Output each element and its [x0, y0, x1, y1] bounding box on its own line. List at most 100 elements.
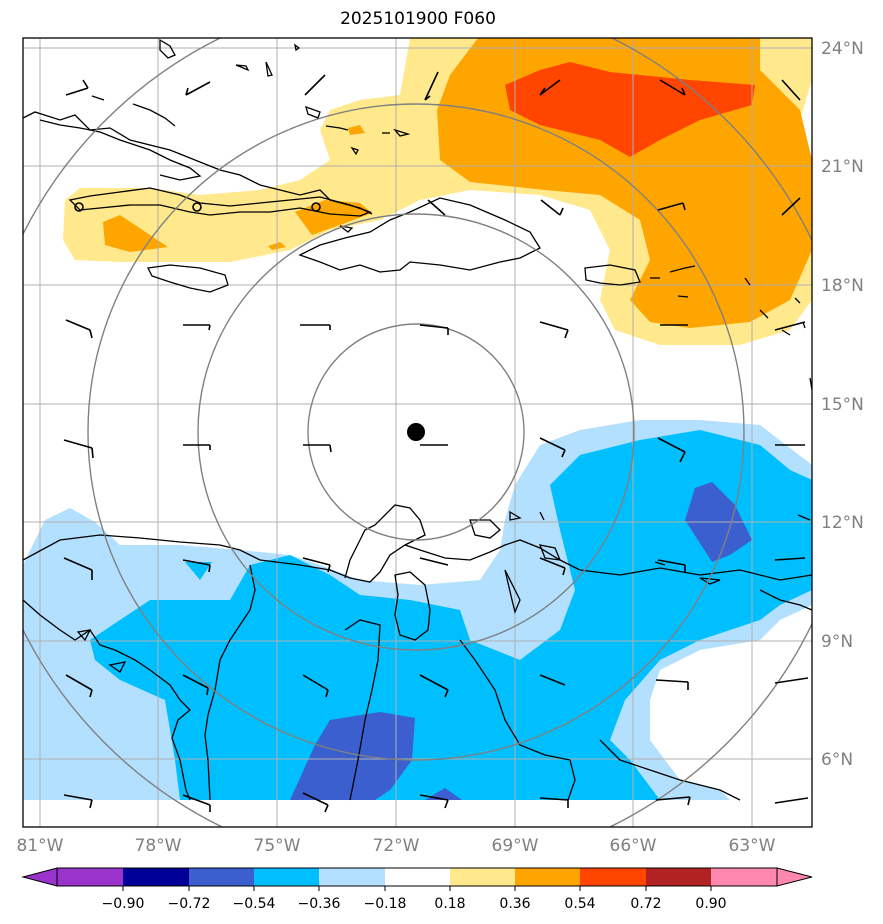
wind-barb: [183, 444, 211, 450]
contour-0.36-0.54: [295, 200, 372, 235]
colorbar-segment: [711, 868, 777, 886]
wind-barb: [427, 199, 446, 216]
lat-label: 9°N: [821, 632, 853, 652]
colorbar-frame: [56, 867, 778, 887]
colorbar-tick-label: −0.90: [102, 896, 145, 912]
wind-barb: [419, 794, 449, 809]
colorbar-segment: [189, 868, 254, 886]
map-title: 2025101900 F060: [340, 9, 496, 29]
wind-barb: [63, 439, 94, 459]
contour-0.54-0.72: [505, 62, 755, 157]
wind-barb: [781, 197, 801, 216]
latitude-labels: 24°N 21°N 18°N 15°N 12°N 9°N 6°N: [821, 39, 864, 770]
lat-label: 15°N: [821, 395, 864, 415]
map-frame: [22, 37, 813, 828]
colorbar-tick-label: −0.36: [298, 896, 341, 912]
wind-barb: [419, 674, 449, 698]
wind-barb: [304, 74, 326, 96]
lon-label: 66°W: [610, 836, 657, 856]
wind-barb: [185, 81, 211, 96]
colorbar-segment: [580, 868, 646, 886]
colorbar-segment: [254, 868, 319, 886]
wind-barb: [63, 557, 93, 580]
colorbar-segment: [646, 868, 711, 886]
colorbar-tick-label: 0.72: [630, 896, 661, 912]
wind-barb: [63, 794, 93, 809]
lon-label: 78°W: [135, 836, 182, 856]
calm-wind-marker: [192, 202, 202, 212]
wind-barb: [539, 79, 561, 96]
wind-barb: [302, 557, 331, 573]
longitude-labels: 81°W 78°W 75°W 72°W 69°W 66°W 63°W: [17, 836, 776, 856]
wind-barb: [419, 324, 449, 335]
wind-barb: [300, 324, 331, 330]
wind-barb: [182, 794, 211, 812]
calm-wind-marker: [311, 202, 321, 212]
colorbar-segment: [515, 868, 580, 886]
colorbar-tick-label: 0.54: [564, 896, 595, 912]
colorbar-tick-label: −0.54: [233, 896, 276, 912]
range-rings: [23, 38, 812, 827]
contour-0.36-0.54: [103, 215, 168, 252]
colorbar-extend-low: [21, 867, 58, 887]
wind-barb: [540, 199, 564, 216]
colorbar-tick-label: 0.18: [434, 896, 465, 912]
wind-barb: [774, 797, 809, 804]
wind-barb: [424, 71, 439, 101]
wind-barb: [182, 559, 211, 573]
wind-barb: [657, 202, 686, 211]
lon-label: 75°W: [254, 836, 301, 856]
wind-barb: [659, 79, 686, 96]
wind-barb: [303, 444, 332, 453]
colorbar-segment: [319, 868, 385, 886]
colorbar-tick-label: −0.18: [364, 896, 407, 912]
wind-barb: [183, 324, 211, 331]
storm-center-marker: [407, 423, 425, 441]
wind-barb: [182, 674, 209, 696]
calm-wind-marker: [74, 202, 84, 212]
colorbar-segment: [57, 868, 123, 886]
wind-barbs: [63, 71, 809, 813]
contour-0.36-0.54: [348, 125, 365, 135]
wind-barb: [781, 79, 801, 101]
colorbar-tick-label: 0.36: [499, 896, 530, 912]
colorbar: −0.90 −0.72 −0.54 −0.36 −0.18 0.18 0.36 …: [21, 867, 813, 912]
wind-barb: [302, 674, 329, 698]
coastlines: [23, 38, 812, 801]
colorbar-segment: [123, 868, 189, 886]
wind-barb: [655, 679, 689, 690]
colorbar-segment: [450, 868, 515, 886]
lon-label: 81°W: [17, 836, 64, 856]
contour-neg-0.54-0.72: [290, 712, 415, 800]
lon-label: 72°W: [373, 836, 420, 856]
wind-barb: [539, 321, 569, 339]
lat-label: 21°N: [821, 157, 864, 177]
wind-barb: [65, 674, 93, 698]
colorbar-tick-label: −0.72: [168, 896, 211, 912]
wind-barb: [539, 437, 566, 458]
colorbar-tick-label: 0.90: [695, 896, 726, 912]
wind-barb: [539, 557, 566, 576]
lat-label: 24°N: [821, 39, 864, 59]
wind-barb: [302, 792, 329, 813]
wind-barb: [774, 677, 809, 684]
wind-barb: [657, 437, 686, 463]
colorbar-extend-high: [776, 867, 813, 887]
wind-barb: [65, 319, 93, 339]
lat-label: 6°N: [821, 750, 853, 770]
wind-barb: [657, 559, 686, 572]
wind-barb: [539, 797, 569, 808]
wind-barb: [774, 321, 806, 331]
wind-barb: [65, 79, 89, 96]
lat-label: 18°N: [821, 276, 864, 296]
lon-label: 69°W: [492, 836, 539, 856]
wind-barb: [774, 557, 806, 561]
grid-lines: [23, 38, 812, 827]
wind-barb: [655, 796, 691, 806]
contour-neg-0.36-0.54: [185, 562, 212, 580]
lon-label: 63°W: [729, 836, 776, 856]
wind-barb: [539, 674, 566, 686]
wind-barb: [419, 557, 449, 566]
lat-label: 12°N: [821, 513, 864, 533]
